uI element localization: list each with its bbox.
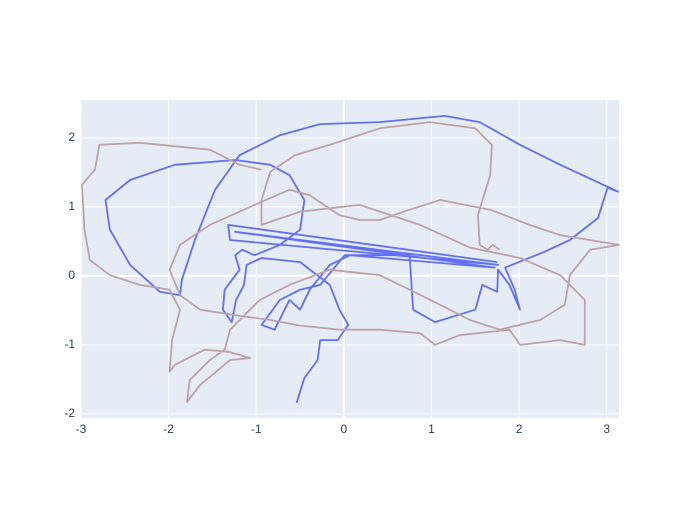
y-tick-label: 0 — [68, 268, 75, 282]
x-tick-label: -1 — [251, 422, 262, 436]
traces — [81, 115, 620, 404]
x-tick-label: 1 — [428, 422, 435, 436]
y-tick-label: -2 — [64, 406, 75, 420]
x-tick-label: 3 — [603, 422, 610, 436]
x-tick-label: -3 — [76, 422, 87, 436]
plot-area — [81, 100, 619, 418]
x-tick-label: 2 — [516, 422, 523, 436]
y-tick-label: -1 — [64, 337, 75, 351]
y-tick-label: 1 — [68, 199, 75, 213]
x-tick-label: -2 — [163, 422, 174, 436]
line-trace — [81, 121, 620, 403]
x-tick-label: 0 — [341, 422, 348, 436]
y-tick-label: 2 — [68, 130, 75, 144]
